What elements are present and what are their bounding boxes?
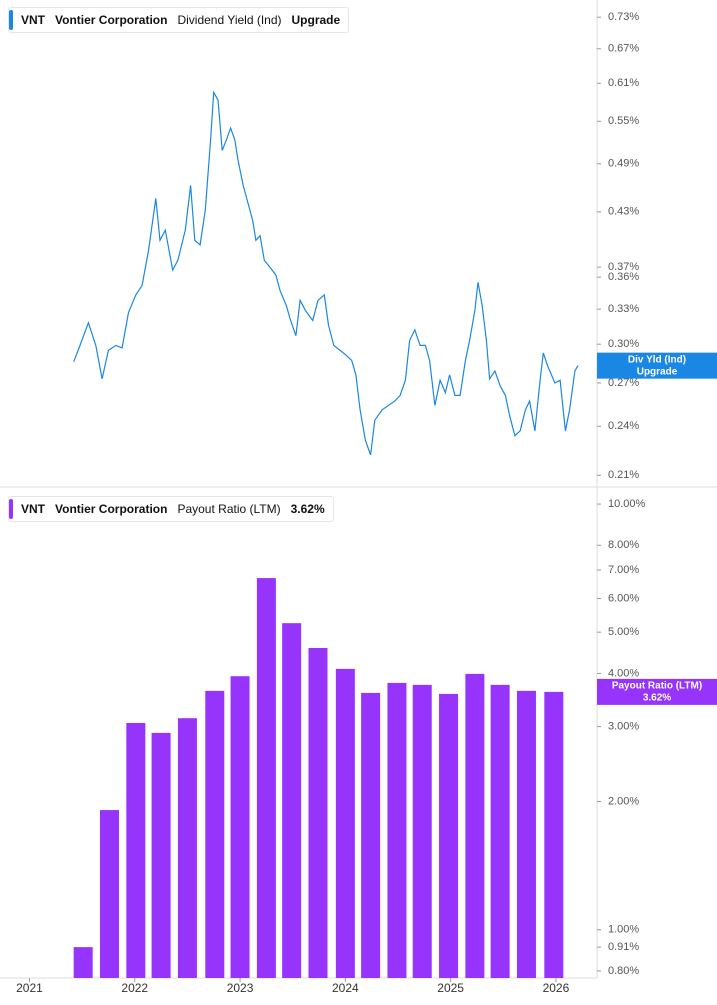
legend: VNT Vontier Corporation Payout Ratio (LT… xyxy=(8,496,334,522)
ticker: VNT xyxy=(21,13,45,27)
x-tick-label: 2024 xyxy=(332,981,359,995)
x-tick-label: 2025 xyxy=(437,981,464,995)
ticker: VNT xyxy=(21,502,45,516)
bar xyxy=(439,693,459,978)
badge: Upgrade xyxy=(291,13,341,27)
y-tick-label: 0.73% xyxy=(608,11,639,23)
x-tick-label: 2023 xyxy=(227,981,254,995)
y-tick-label: 6.00% xyxy=(608,592,639,604)
value-tag xyxy=(597,678,717,705)
bar xyxy=(412,684,432,978)
y-tick-label: 8.00% xyxy=(608,539,639,551)
bar xyxy=(308,647,328,978)
bar xyxy=(282,623,302,978)
y-tick-label: 5.00% xyxy=(608,626,639,638)
bar xyxy=(465,673,485,978)
y-tick-label: 7.00% xyxy=(608,564,639,576)
bar xyxy=(256,578,276,978)
y-tick-label: 0.55% xyxy=(608,115,639,127)
y-tick-label: 1.00% xyxy=(608,924,639,936)
bar xyxy=(387,682,407,978)
value-tag-label: Upgrade xyxy=(637,366,678,377)
legend: VNT Vontier Corporation Dividend Yield (… xyxy=(8,7,350,33)
value-tag-label: 3.62% xyxy=(643,693,671,704)
y-tick-label: 0.37% xyxy=(608,261,639,273)
y-tick-label: 0.67% xyxy=(608,43,639,55)
bar xyxy=(151,732,171,978)
bar xyxy=(177,718,197,978)
legend-swatch xyxy=(9,10,13,30)
y-tick-label: 0.80% xyxy=(608,965,639,977)
y-tick-label: 3.00% xyxy=(608,721,639,733)
value-tag-label: Div Yld (Ind) xyxy=(628,354,686,365)
bar xyxy=(230,676,250,978)
x-tick-label: 2021 xyxy=(16,981,43,995)
y-tick-label: 0.33% xyxy=(608,303,639,315)
x-tick-label: 2026 xyxy=(543,981,570,995)
legend-swatch xyxy=(9,499,13,519)
bar xyxy=(73,947,93,978)
company: Vontier Corporation xyxy=(55,13,168,27)
y-tick-label: 4.00% xyxy=(608,667,639,679)
value-tag-label: Payout Ratio (LTM) xyxy=(612,681,702,692)
legend-entry: Payout Ratio (LTM) xyxy=(177,502,281,516)
bar xyxy=(544,691,564,978)
bar xyxy=(100,810,120,978)
bar xyxy=(126,722,146,978)
y-tick-label: 2.00% xyxy=(608,795,639,807)
legend-entry: Dividend Yield (Ind) xyxy=(177,13,282,27)
badge: 3.62% xyxy=(290,502,325,516)
y-tick-label: 0.49% xyxy=(608,158,639,170)
y-tick-label: 0.36% xyxy=(608,271,639,283)
bar xyxy=(490,684,510,978)
x-tick-label: 2022 xyxy=(121,981,148,995)
bar xyxy=(516,690,536,978)
y-tick-label: 0.21% xyxy=(608,469,639,481)
y-tick-label: 0.24% xyxy=(608,420,639,432)
company: Vontier Corporation xyxy=(55,502,168,516)
value-tag xyxy=(597,352,717,379)
data-line xyxy=(73,90,579,456)
y-tick-label: 0.61% xyxy=(608,77,639,89)
y-tick-label: 0.30% xyxy=(608,338,639,350)
y-tick-label: 0.43% xyxy=(608,206,639,218)
bar xyxy=(361,692,381,978)
y-tick-label: 10.00% xyxy=(608,498,646,510)
bar xyxy=(335,668,355,978)
y-tick-label: 0.91% xyxy=(608,941,639,953)
y-tick-label: 0.27% xyxy=(608,377,639,389)
bar xyxy=(205,690,225,978)
